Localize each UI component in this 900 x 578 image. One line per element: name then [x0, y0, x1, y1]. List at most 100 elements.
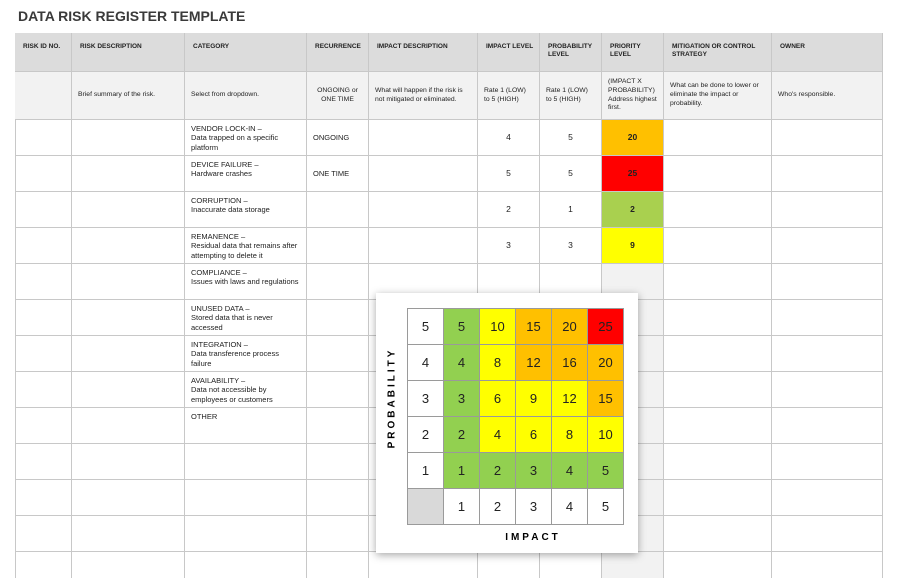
category-name: REMANENCE – [191, 232, 246, 241]
table-cell: 5 [478, 156, 540, 192]
table-cell [772, 408, 883, 444]
table-cell: ONGOING [307, 120, 369, 156]
table-cell [15, 372, 72, 408]
table-cell: 5 [540, 156, 602, 192]
table-cell [72, 372, 185, 408]
table-cell [664, 336, 772, 372]
table-cell [664, 264, 772, 300]
table-cell [307, 480, 369, 516]
matrix-cell: 8 [479, 344, 516, 381]
table-cell [772, 480, 883, 516]
table-cell [664, 552, 772, 578]
instruction-cell: What can be done to lower or eliminate t… [664, 72, 772, 120]
impact-axis-label: IMPACT [505, 532, 561, 543]
probability-level: 5 [568, 168, 573, 179]
table-cell [602, 552, 664, 578]
table-cell [772, 372, 883, 408]
table-cell [15, 552, 72, 578]
table-cell [307, 264, 369, 300]
category-name: UNUSED DATA – [191, 304, 250, 313]
table-cell [664, 372, 772, 408]
table-cell [15, 192, 72, 228]
table-cell [185, 480, 307, 516]
category-name: AVAILABILITY – [191, 376, 246, 385]
table-cell: AVAILABILITY – Data not accessible by emp… [185, 372, 307, 408]
table-cell [664, 516, 772, 552]
category-name: COMPLIANCE – [191, 268, 247, 277]
table-cell [307, 552, 369, 578]
matrix-cell: 3 [443, 380, 480, 417]
table-cell [72, 552, 185, 578]
table-cell [72, 192, 185, 228]
table-cell [15, 120, 72, 156]
recurrence: ONE TIME [313, 168, 350, 178]
matrix-cell: 10 [479, 308, 516, 345]
table-cell [772, 120, 883, 156]
table-cell [307, 192, 369, 228]
category-detail: Issues with laws and regulations [191, 277, 299, 287]
matrix-cell: 1 [443, 452, 480, 489]
probability-label: 1 [407, 452, 444, 489]
table-cell: 5 [540, 120, 602, 156]
matrix-cell: 20 [587, 344, 624, 381]
impact-label: 4 [551, 488, 588, 525]
matrix-cell: 6 [515, 416, 552, 453]
header-cell: IMPACT DESCRIPTION [369, 33, 478, 72]
recurrence: ONGOING [313, 132, 350, 142]
impact-label: 1 [443, 488, 480, 525]
table-cell [664, 120, 772, 156]
table-cell [72, 120, 185, 156]
table-cell [72, 156, 185, 192]
priority-level: 20 [627, 132, 638, 143]
table-cell [772, 552, 883, 578]
header-cell: RECURRENCE [307, 33, 369, 72]
table-cell: COMPLIANCE – Issues with laws and regulat… [185, 264, 307, 300]
table-cell [185, 444, 307, 480]
probability-label: 4 [407, 344, 444, 381]
table-cell [307, 408, 369, 444]
table-cell [72, 228, 185, 264]
table-cell [772, 336, 883, 372]
table-cell [307, 444, 369, 480]
table-cell [15, 408, 72, 444]
matrix-cell: 25 [587, 308, 624, 345]
category-detail: Data trapped on a specific platform [191, 133, 279, 152]
matrix-corner [407, 488, 444, 525]
table-cell [72, 264, 185, 300]
table-cell: INTEGRATION – Data transference process f… [185, 336, 307, 372]
table-cell [15, 444, 72, 480]
table-cell [307, 516, 369, 552]
matrix-cell: 10 [587, 416, 624, 453]
table-cell [664, 300, 772, 336]
instruction-cell [15, 72, 72, 120]
table-cell [369, 120, 478, 156]
impact-level: 3 [506, 240, 511, 251]
header-cell: OWNER [772, 33, 883, 72]
instruction-cell: What will happen if the risk is not miti… [369, 72, 478, 120]
impact-label: 2 [479, 488, 516, 525]
matrix-cell: 15 [587, 380, 624, 417]
probability-axis-label: PROBABILITY [386, 347, 398, 449]
table-cell: 2 [478, 192, 540, 228]
table-cell [185, 552, 307, 578]
category-name: DEVICE FAILURE – [191, 160, 259, 169]
table-cell: 9 [602, 228, 664, 264]
table-cell [72, 444, 185, 480]
instruction-cell: Who's responsible. [772, 72, 883, 120]
table-cell [772, 516, 883, 552]
impact-label: 3 [515, 488, 552, 525]
page-title: DATA RISK REGISTER TEMPLATE [18, 8, 246, 24]
table-cell [307, 336, 369, 372]
table-cell [664, 156, 772, 192]
table-cell: REMANENCE – Residual data that remains af… [185, 228, 307, 264]
probability-level: 1 [568, 204, 573, 215]
header-cell: IMPACT LEVEL [478, 33, 540, 72]
table-cell: 1 [540, 192, 602, 228]
table-cell: 4 [478, 120, 540, 156]
header-cell: CATEGORY [185, 33, 307, 72]
table-cell [369, 552, 478, 578]
category-detail: Stored data that is never accessed [191, 313, 273, 332]
table-cell [664, 408, 772, 444]
priority-level: 9 [630, 240, 635, 251]
